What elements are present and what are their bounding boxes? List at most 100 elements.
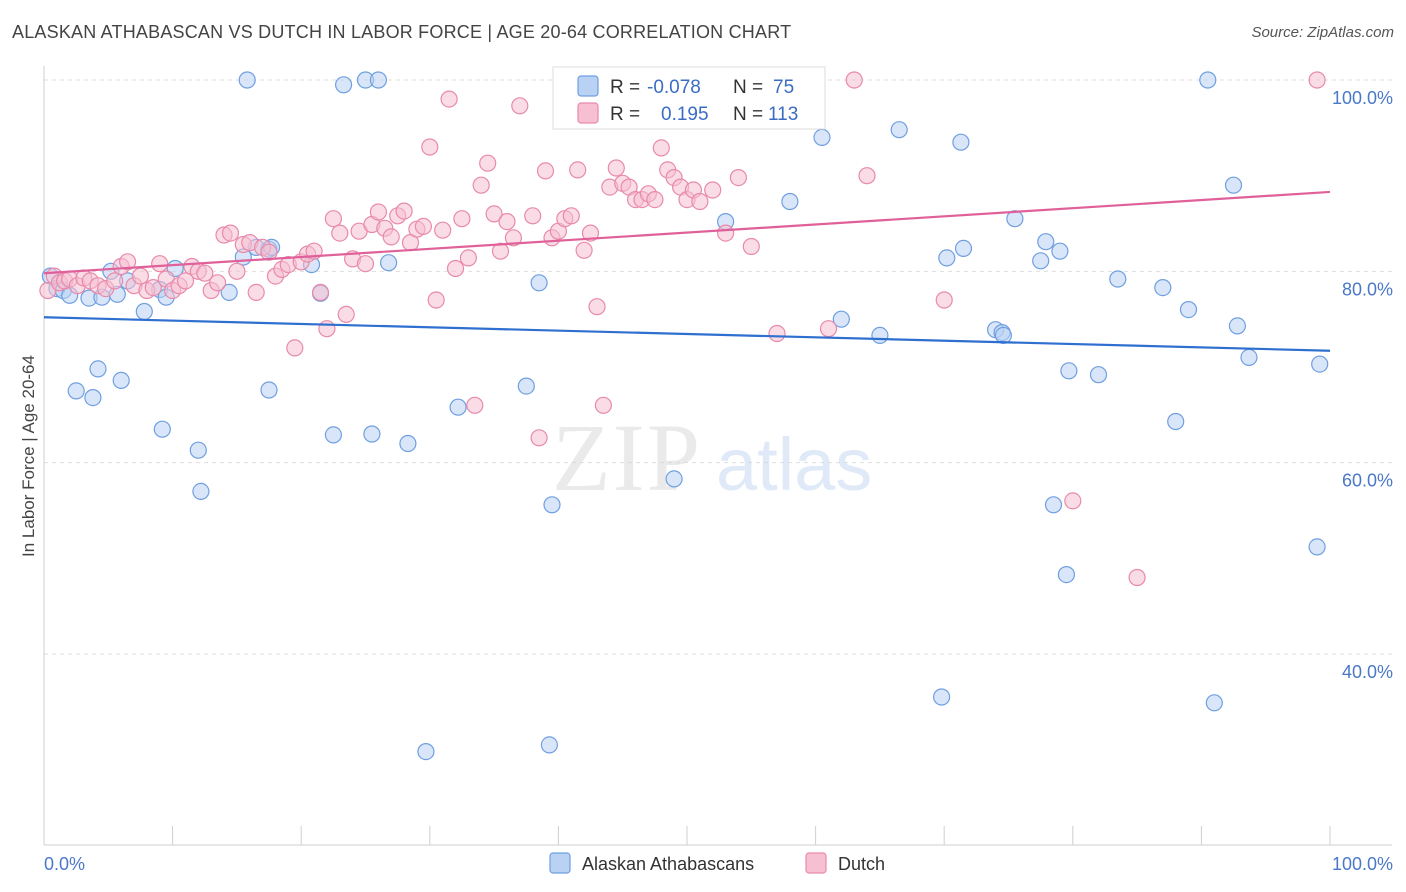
athabascan-point-4: [67, 382, 85, 400]
legend-label-dutch: Dutch: [838, 854, 885, 874]
trendline-dutch: [43, 190, 1331, 275]
stats-n-label-dutch: N =: [733, 104, 763, 125]
dutch-point-100: [691, 192, 709, 211]
dutch-point-85: [594, 396, 613, 414]
dutch-point-24: [196, 264, 214, 282]
y-tick-label-100: 100.0%: [1332, 88, 1393, 108]
chart-source: Source: ZipAtlas.com: [1251, 24, 1394, 41]
chart-title: ALASKAN ATHABASCAN VS DUTCH IN LABOR FOR…: [12, 22, 792, 42]
y-tick-label-80: 80.0%: [1342, 279, 1393, 299]
athabascan-point-50: [952, 133, 970, 151]
athabascan-point-47: [890, 121, 908, 139]
dutch-point-55: [395, 202, 413, 220]
dutch-point-102: [716, 224, 735, 242]
stats-n-value-dutch: 113: [768, 104, 798, 125]
dutch-point-84: [588, 298, 606, 316]
athabascan-point-55: [1006, 210, 1024, 228]
dutch-point-49: [356, 255, 375, 273]
athabascan-point-62: [1089, 366, 1108, 384]
dutch-point-74: [524, 207, 542, 225]
athabascan-point-69: [1224, 176, 1243, 194]
axes: [43, 66, 1392, 846]
athabascan-point-73: [1311, 355, 1329, 373]
dutch-point-72: [504, 229, 523, 247]
dutch-point-10: [106, 272, 124, 290]
athabascan-point-71: [1240, 348, 1258, 366]
dutch-point-68: [479, 154, 497, 172]
legend-swatch-dutch: [805, 852, 827, 874]
dutch-point-81: [569, 161, 587, 179]
dutch-point-101: [704, 181, 722, 199]
dutch-point-16: [144, 279, 162, 297]
athabascan-point-56: [1032, 252, 1050, 270]
athabascan-point-18: [189, 441, 207, 459]
dutch-point-21: [176, 272, 195, 290]
dutch-point-66: [466, 396, 484, 414]
trendline-athabascan: [43, 316, 1331, 352]
dutch-point-32: [247, 283, 265, 301]
dutch-point-46: [337, 305, 355, 323]
dutch-point-34: [260, 243, 278, 261]
athabascan-point-29: [324, 426, 342, 444]
dutch-point-45: [331, 224, 349, 242]
stats-r-label-dutch: R =: [610, 104, 640, 125]
athabascan-point-33: [369, 71, 387, 89]
dutch-point-65: [459, 249, 477, 267]
athabascan-point-13: [135, 302, 153, 321]
dutch-point-28: [221, 224, 240, 242]
dutch-point-26: [209, 274, 227, 292]
stats-r-value-dutch: 0.195: [661, 104, 709, 125]
watermark-atlas: atlas: [716, 423, 872, 506]
dutch-point-103: [729, 169, 748, 187]
athabascan-point-30: [335, 76, 353, 94]
athabascan-point-32: [363, 425, 381, 443]
athabascan-point-45: [832, 310, 850, 328]
athabascan-point-67: [1199, 71, 1217, 89]
athabascan-point-35: [399, 434, 417, 453]
athabascan-point-7: [89, 360, 107, 378]
dutch-point-111: [1128, 568, 1146, 587]
y-tick-label-60: 60.0%: [1342, 471, 1393, 491]
watermark-zip: ZIP: [552, 404, 702, 511]
dutch-point-107: [845, 71, 863, 89]
athabascan-point-43: [781, 192, 799, 211]
athabascan-point-6: [84, 389, 102, 407]
stats-r-label-athabascan: R =: [610, 77, 640, 98]
dutch-point-71: [498, 213, 516, 231]
dutch-point-17: [151, 255, 169, 273]
dutch-point-93: [646, 191, 664, 209]
dutch-point-38: [286, 339, 304, 357]
x-tick-label-end: 100.0%: [1332, 854, 1393, 874]
athabascan-point-48: [932, 688, 951, 706]
athabascan-point-58: [1044, 496, 1063, 514]
athabascan-point-65: [1167, 412, 1185, 431]
athabascan-point-64: [1154, 279, 1172, 297]
stats-n-value-athabascan: 75: [773, 77, 794, 98]
athabascan-point-68: [1205, 694, 1223, 712]
athabascan-point-41: [665, 470, 683, 488]
dutch-point-53: [382, 228, 400, 246]
x-tick-labels: 0.0% 100.0%: [44, 854, 1393, 874]
athabascan-point-15: [153, 420, 171, 438]
dutch-point-75: [530, 429, 548, 447]
dutch-point-61: [434, 221, 452, 239]
athabascan-point-19: [192, 482, 210, 500]
athabascan-point-36: [449, 398, 467, 416]
athabascan-point-66: [1179, 301, 1198, 319]
dutch-point-64: [453, 210, 471, 228]
dutch-point-106: [819, 320, 838, 338]
stats-n-label-athabascan: N =: [733, 77, 763, 98]
legend-swatch-athabascan: [549, 852, 571, 874]
dutch-point-76: [536, 162, 555, 180]
trend-layer: [43, 190, 1331, 352]
dutch-point-69: [485, 205, 503, 223]
dutch-point-63: [446, 259, 465, 278]
dutch-point-83: [581, 224, 600, 242]
dutch-point-104: [742, 237, 760, 256]
athabascan-point-70: [1228, 317, 1247, 335]
x-ticks: [43, 826, 1331, 845]
dutch-point-109: [935, 291, 953, 309]
stats-swatch-dutch: [577, 102, 599, 124]
athabascan-point-25: [260, 381, 278, 399]
